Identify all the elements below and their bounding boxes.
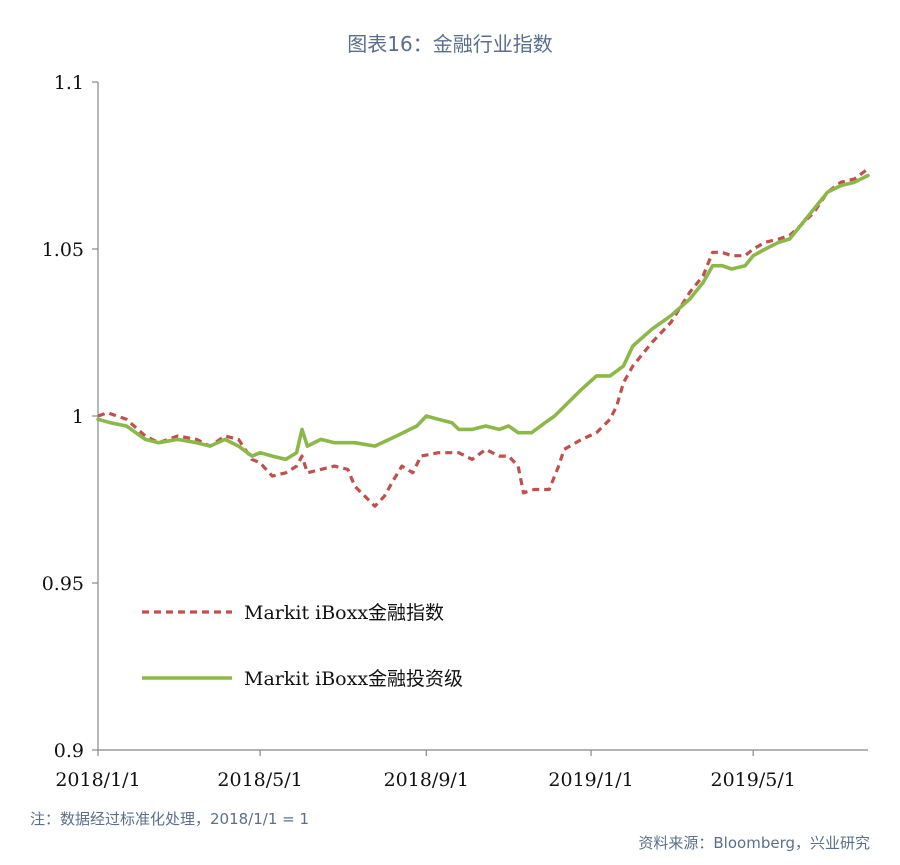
legend: Markit iBoxx金融指数 Markit iBoxx金融投资级 bbox=[142, 602, 463, 690]
y-tick-label: 1 bbox=[72, 406, 84, 428]
footnote: 注：数据经过标准化处理，2018/1/1 = 1 bbox=[30, 810, 310, 828]
x-tick-label: 2018/5/1 bbox=[217, 769, 302, 791]
series-line-2 bbox=[96, 173, 870, 462]
y-tick-label: 0.9 bbox=[54, 740, 84, 762]
y-tick-label: 1.05 bbox=[42, 239, 84, 261]
series-lines bbox=[96, 167, 870, 508]
y-tick-label: 1.1 bbox=[54, 72, 84, 94]
chart-title: 图表16：金融行业指数 bbox=[347, 32, 553, 56]
axes: 0.9 0.95 1 1.05 1.1 2018/1/1 2018/5/1 2018/9/1 2… bbox=[42, 72, 868, 791]
x-tick-label: 2018/1/1 bbox=[55, 769, 140, 791]
x-tick-label: 2019/1/1 bbox=[548, 769, 633, 791]
x-tick-label: 2018/9/1 bbox=[384, 769, 469, 791]
legend-label-1: Markit iBoxx金融指数 bbox=[244, 602, 444, 624]
series-line-1 bbox=[97, 167, 869, 508]
legend-label-2: Markit iBoxx金融投资级 bbox=[244, 668, 463, 690]
x-tick-label: 2019/5/1 bbox=[711, 769, 796, 791]
source-note: 资料来源：Bloomberg，兴业研究 bbox=[638, 834, 870, 852]
y-tick-label: 0.95 bbox=[42, 573, 84, 595]
